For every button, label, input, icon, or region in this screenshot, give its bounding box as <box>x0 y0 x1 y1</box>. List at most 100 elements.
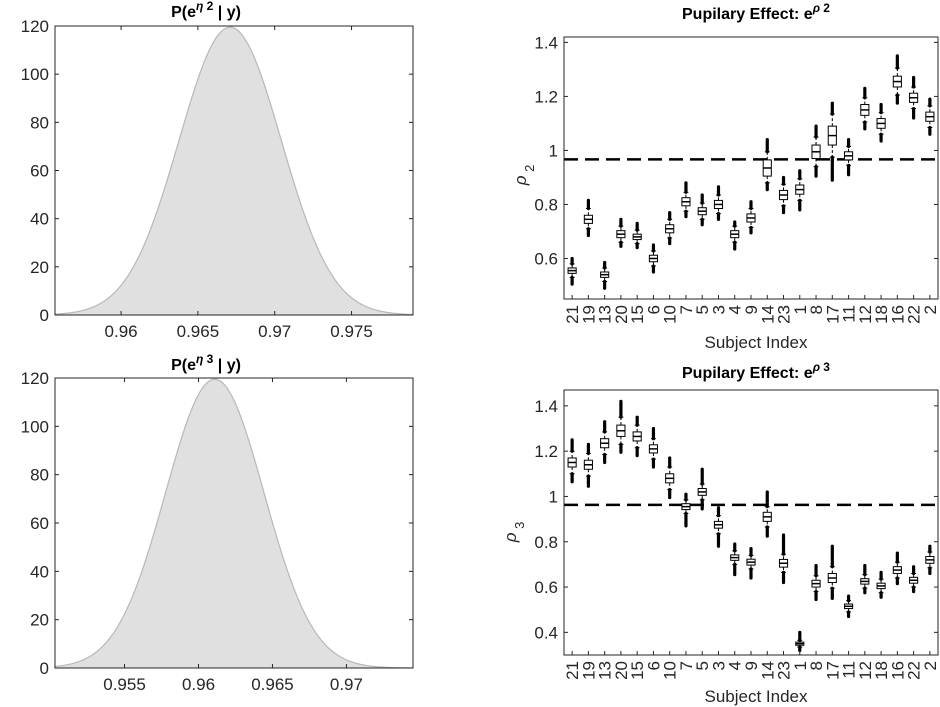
x-tick-label: 3 <box>709 661 728 670</box>
y-tick-label: 1 <box>549 141 558 160</box>
y-tick-label: 0 <box>40 306 49 325</box>
x-tick-label: 0.97 <box>258 322 291 341</box>
x-tick-label: 12 <box>856 661 875 680</box>
box-22 <box>909 75 919 120</box>
x-tick-label: 7 <box>677 661 696 670</box>
panel-eta3-density: P(eη 3 | y) 0 20 40 60 80 100 120 0.955 0.96 0.96… <box>21 352 414 694</box>
density-curve <box>54 378 414 669</box>
box-15 <box>632 221 642 250</box>
box-2 <box>925 97 935 136</box>
y-tick-label: 0.4 <box>534 623 558 642</box>
y-tick-label: 1 <box>549 487 558 506</box>
y-axis-label: ρ 2 <box>511 165 537 187</box>
panel-rho3-boxplot: Pupilary Effect: eρ 3 ρ 3 Subject Index … <box>501 360 940 706</box>
y-tick-label: 0.8 <box>534 533 558 552</box>
panel-title: Pupilary Effect: eρ 2 <box>682 1 830 23</box>
box-21 <box>567 256 577 286</box>
box-8 <box>811 124 821 178</box>
x-tick-label: 16 <box>888 661 907 680</box>
box-7 <box>681 181 691 219</box>
x-tick-label: 20 <box>612 305 631 324</box>
y-tick-label: 60 <box>30 162 49 181</box>
box-9 <box>746 200 756 235</box>
x-tick-label: 6 <box>644 661 663 670</box>
box-13 <box>600 260 610 290</box>
box-20 <box>616 399 626 454</box>
x-tick-label: 1 <box>791 661 810 670</box>
x-tick-label: 2 <box>921 305 940 314</box>
box-6 <box>648 243 659 274</box>
y-tick-label: 1.4 <box>534 397 558 416</box>
y-tick-label: 1.4 <box>534 33 558 52</box>
x-tick-label: 11 <box>840 305 859 323</box>
x-tick-label: 20 <box>612 661 631 680</box>
y-tick-label: 0 <box>40 659 49 678</box>
x-tick-label: 23 <box>775 661 794 680</box>
x-tick-label: 0.975 <box>330 322 373 341</box>
x-tick-label: 4 <box>726 305 745 314</box>
box-1 <box>795 169 805 212</box>
x-tick-label: 0.955 <box>103 675 146 694</box>
box-19 <box>583 442 593 488</box>
x-tick-label: 14 <box>758 661 777 680</box>
x-tick-label: 9 <box>742 661 761 670</box>
box-10 <box>665 456 675 500</box>
x-tick-label: 9 <box>742 305 761 314</box>
box-6 <box>648 426 659 469</box>
box-7 <box>681 492 691 528</box>
x-tick-label: 23 <box>775 305 794 324</box>
box-4 <box>730 220 740 251</box>
panel-title: P(eη 3 | y) <box>171 352 241 374</box>
box-9 <box>746 546 756 580</box>
panel-eta2-density: P(eη 2 | y) 0 20 40 60 80 100 120 0.96 0.965 0.97… <box>21 0 414 341</box>
box-20 <box>616 217 626 248</box>
x-tick-label: 0.965 <box>251 675 294 694</box>
x-tick-label: 19 <box>579 661 598 680</box>
x-tick-label: 16 <box>888 305 907 324</box>
x-tick-label: 22 <box>905 661 924 680</box>
box-14 <box>762 490 772 538</box>
box-16 <box>892 551 902 586</box>
panel-title: Pupilary Effect: eρ 3 <box>682 360 830 382</box>
x-tick-label: 19 <box>579 305 598 324</box>
x-tick-label: 21 <box>563 661 582 680</box>
y-tick-label: 80 <box>30 113 49 132</box>
box-5 <box>697 467 707 511</box>
x-tick-label: 13 <box>596 305 615 324</box>
y-tick-label: 100 <box>21 417 49 436</box>
x-tick-label: 18 <box>872 661 891 680</box>
box-12 <box>860 563 870 595</box>
x-tick-label: 15 <box>628 661 647 680</box>
x-tick-label: 22 <box>905 305 924 324</box>
density-plot-eta2: 0 20 40 60 80 100 120 0.96 0.965 0.97 0.975 <box>21 17 414 341</box>
box-1 <box>795 630 805 653</box>
x-tick-label: 4 <box>726 661 745 670</box>
x-tick-label: 15 <box>628 305 647 324</box>
x-tick-label: 5 <box>693 661 712 670</box>
box-13 <box>600 420 610 465</box>
y-tick-label: 0.6 <box>534 578 558 597</box>
x-tick-label: 13 <box>596 661 615 680</box>
y-tick-label: 1.2 <box>534 87 558 106</box>
x-axis-label: Subject Index <box>704 333 808 352</box>
y-tick-label: 1.2 <box>534 442 558 461</box>
box-15 <box>632 415 642 458</box>
box-3 <box>713 506 724 548</box>
y-tick-label: 20 <box>30 611 49 630</box>
box-14 <box>762 138 772 192</box>
x-tick-label: 0.97 <box>330 675 363 694</box>
x-tick-label: 10 <box>661 305 680 324</box>
box-3 <box>713 185 724 221</box>
x-tick-label: 2 <box>921 661 940 670</box>
boxplot-rho3: 21191320156107534914231817111218162220.4… <box>534 389 940 680</box>
y-tick-label: 40 <box>30 210 49 229</box>
box-10 <box>665 210 675 246</box>
box-23 <box>778 533 789 585</box>
box-18 <box>876 102 886 143</box>
box-23 <box>778 175 789 215</box>
box-17 <box>827 101 837 182</box>
density-area <box>55 27 413 315</box>
x-tick-label: 0.96 <box>105 322 138 341</box>
box-11 <box>844 594 854 619</box>
